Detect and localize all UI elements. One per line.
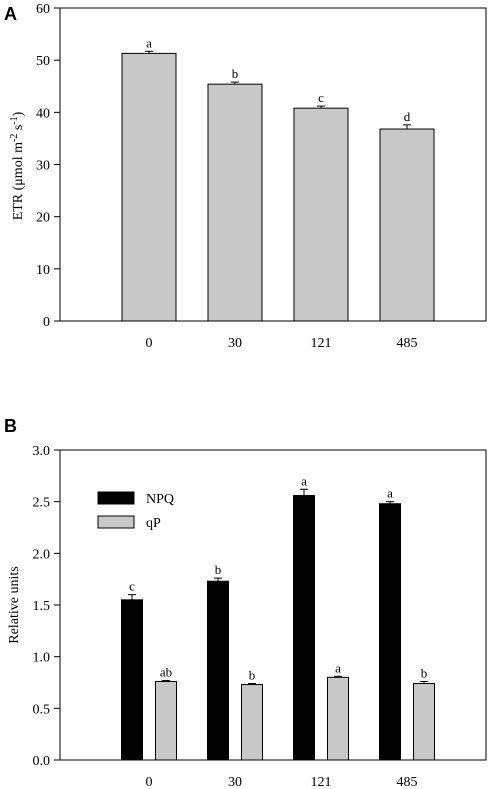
panel-b-y-axis-label: Relative units	[7, 566, 22, 643]
panel-a-x-tick-label: 485	[397, 336, 418, 351]
panel-b-x-tick-label: 30	[228, 775, 242, 789]
panel-b-bar	[327, 676, 349, 761]
panel-b-bar	[155, 680, 177, 761]
panel-a-y-tick-label: 10	[36, 263, 50, 278]
panel-a-significance-letter: c	[318, 90, 324, 105]
panel-b-y-tick-label: 0.0	[33, 754, 51, 769]
panel-b: B Relative units 0.0 0.5 1.0 1.5 2.0 2.5 3.0 0 3…	[4, 416, 487, 789]
panel-a-plot: 0 10 20 30 40 50 60 0 30 121 485 a b c d	[36, 2, 487, 351]
panel-b-bar	[121, 599, 143, 761]
panel-a-y-tick-label: 40	[36, 106, 50, 121]
legend-label: NPQ	[146, 492, 174, 507]
panel-b-significance-letter: a	[387, 486, 393, 501]
panel-b-label: B	[4, 416, 17, 436]
panel-b-significance-letter: ab	[160, 664, 172, 679]
panel-a-y-tick-label: 20	[36, 211, 50, 226]
panel-b-bar	[207, 580, 229, 761]
panel-b-x-tick-label: 0	[146, 775, 153, 789]
legend-swatch	[97, 515, 135, 529]
panel-a-bar	[293, 107, 349, 322]
panel-a-y-tick-label: 30	[36, 159, 50, 174]
panel-b-y-tick-label: 2.5	[33, 496, 51, 511]
panel-a-label: A	[4, 4, 17, 24]
panel-b-y-tick-label: 0.5	[33, 702, 51, 717]
panel-b-x-tick-label: 121	[311, 775, 332, 789]
panel-b-y-tick-label: 3.0	[33, 444, 51, 459]
panel-b-significance-letter: a	[301, 473, 307, 488]
panel-b-significance-letter: c	[129, 579, 135, 594]
panel-b-bar	[241, 684, 263, 761]
panel-b-significance-letter: a	[335, 660, 341, 675]
legend-swatch	[97, 491, 135, 505]
panel-a-bar	[121, 52, 177, 322]
panel-a-bar	[207, 83, 263, 322]
panel-b-y-tick-label: 1.0	[33, 651, 51, 666]
panel-a: A ETR (μmol m-2 s-1) 0 10 20 30 40 50 60 0 30 121…	[4, 2, 487, 351]
panel-a-x-tick-label: 0	[146, 336, 153, 351]
panel-b-bar	[293, 494, 315, 761]
panel-a-significance-letter: d	[404, 109, 411, 124]
panel-b-bar	[413, 683, 435, 761]
panel-a-significance-letter: a	[146, 35, 152, 50]
panel-b-legend: NPQ qP	[97, 491, 174, 531]
panel-a-y-axis-label: ETR (μmol m-2 s-1)	[9, 111, 26, 220]
panel-a-x-tick-label: 121	[311, 336, 332, 351]
panel-a-y-tick-label: 50	[36, 54, 50, 69]
panel-b-bar	[379, 503, 401, 761]
panel-b-significance-letter: b	[215, 562, 222, 577]
panel-b-significance-letter: b	[249, 668, 256, 683]
legend-label: qP	[146, 516, 161, 531]
panel-b-y-tick-label: 1.5	[33, 599, 51, 614]
panel-b-x-tick-label: 485	[397, 775, 418, 789]
panel-a-x-tick-label: 30	[228, 336, 242, 351]
panel-b-y-tick-label: 2.0	[33, 547, 51, 562]
panel-a-significance-letter: b	[232, 66, 239, 81]
panel-a-y-tick-label: 0	[43, 315, 50, 330]
panel-a-y-tick-label: 60	[36, 2, 50, 17]
panel-a-bar	[379, 128, 435, 322]
panel-b-significance-letter: b	[421, 665, 428, 680]
